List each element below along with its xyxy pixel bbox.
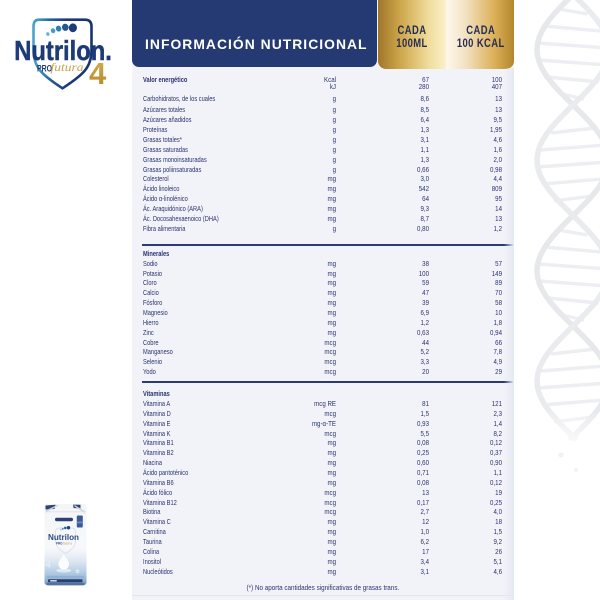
svg-text:4: 4: [89, 56, 107, 91]
svg-text:futura: futura: [63, 540, 72, 545]
svg-text:4: 4: [46, 560, 52, 571]
svg-text:Nutrilon: Nutrilon: [48, 533, 79, 542]
svg-text:PRO: PRO: [37, 63, 52, 73]
svg-text:futura: futura: [51, 62, 84, 74]
svg-text:PRO: PRO: [56, 541, 63, 545]
svg-text:✻: ✻: [75, 569, 80, 576]
svg-text:Nutrilon.: Nutrilon.: [14, 35, 112, 66]
